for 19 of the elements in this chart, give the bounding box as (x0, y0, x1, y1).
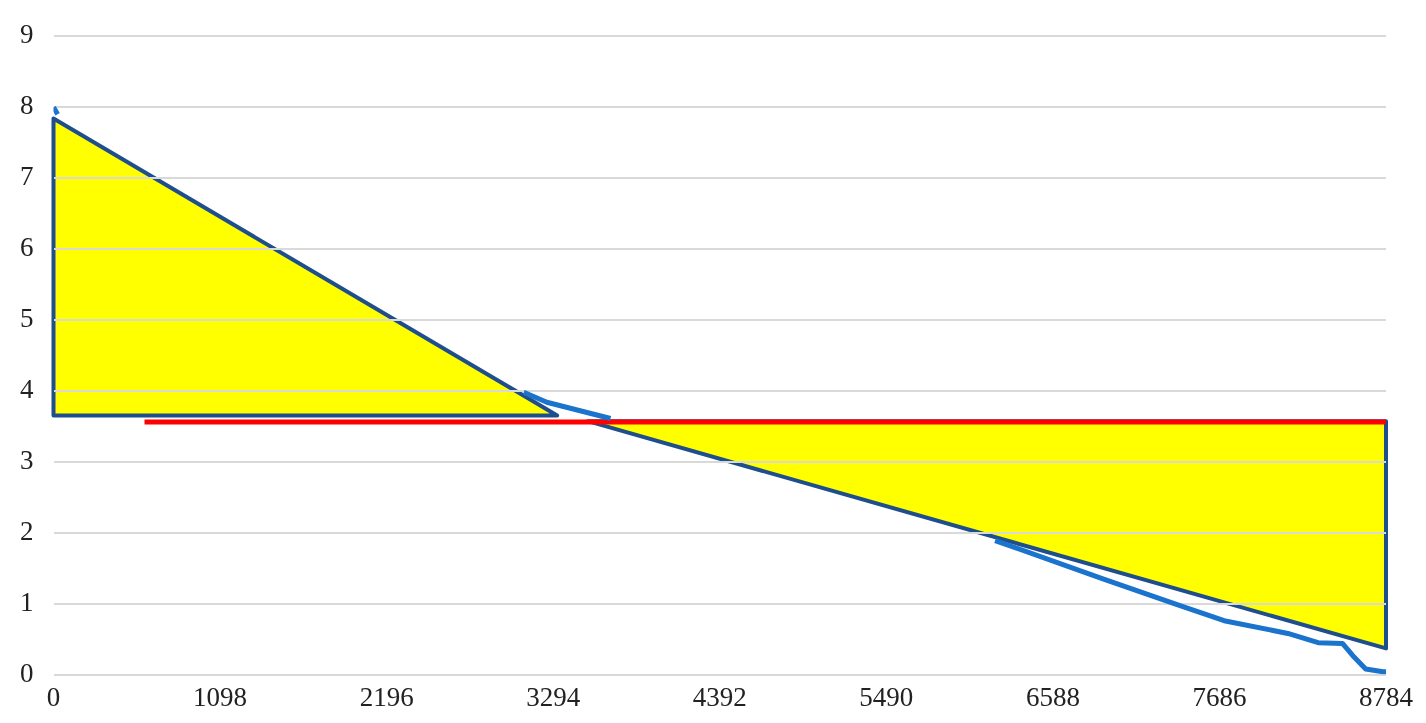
x-tick-label: 6588 (1025, 681, 1080, 712)
y-tick-label: 6 (20, 232, 34, 263)
x-tick-label: 1098 (193, 681, 248, 712)
y-tick-label: 3 (20, 444, 34, 475)
y-tick-label: 1 (20, 586, 34, 617)
y-tick-label: 5 (20, 303, 34, 334)
x-tick-label: 3294 (526, 681, 581, 712)
y-tick-label: 4 (20, 373, 34, 404)
x-tick-label: 5490 (859, 681, 914, 712)
x-tick-label: 4392 (692, 681, 747, 712)
x-tick-label: 2196 (359, 681, 414, 712)
x-tick-label: 7686 (1192, 681, 1247, 712)
x-tick-label: 0 (46, 681, 61, 712)
y-tick-label: 7 (20, 161, 34, 192)
y-tick-label: 9 (20, 19, 34, 50)
x-tick-label: 8784 (1359, 681, 1414, 712)
y-tick-label: 8 (20, 90, 34, 121)
y-tick-label: 2 (20, 515, 34, 546)
y-tick-label: 0 (20, 657, 34, 688)
